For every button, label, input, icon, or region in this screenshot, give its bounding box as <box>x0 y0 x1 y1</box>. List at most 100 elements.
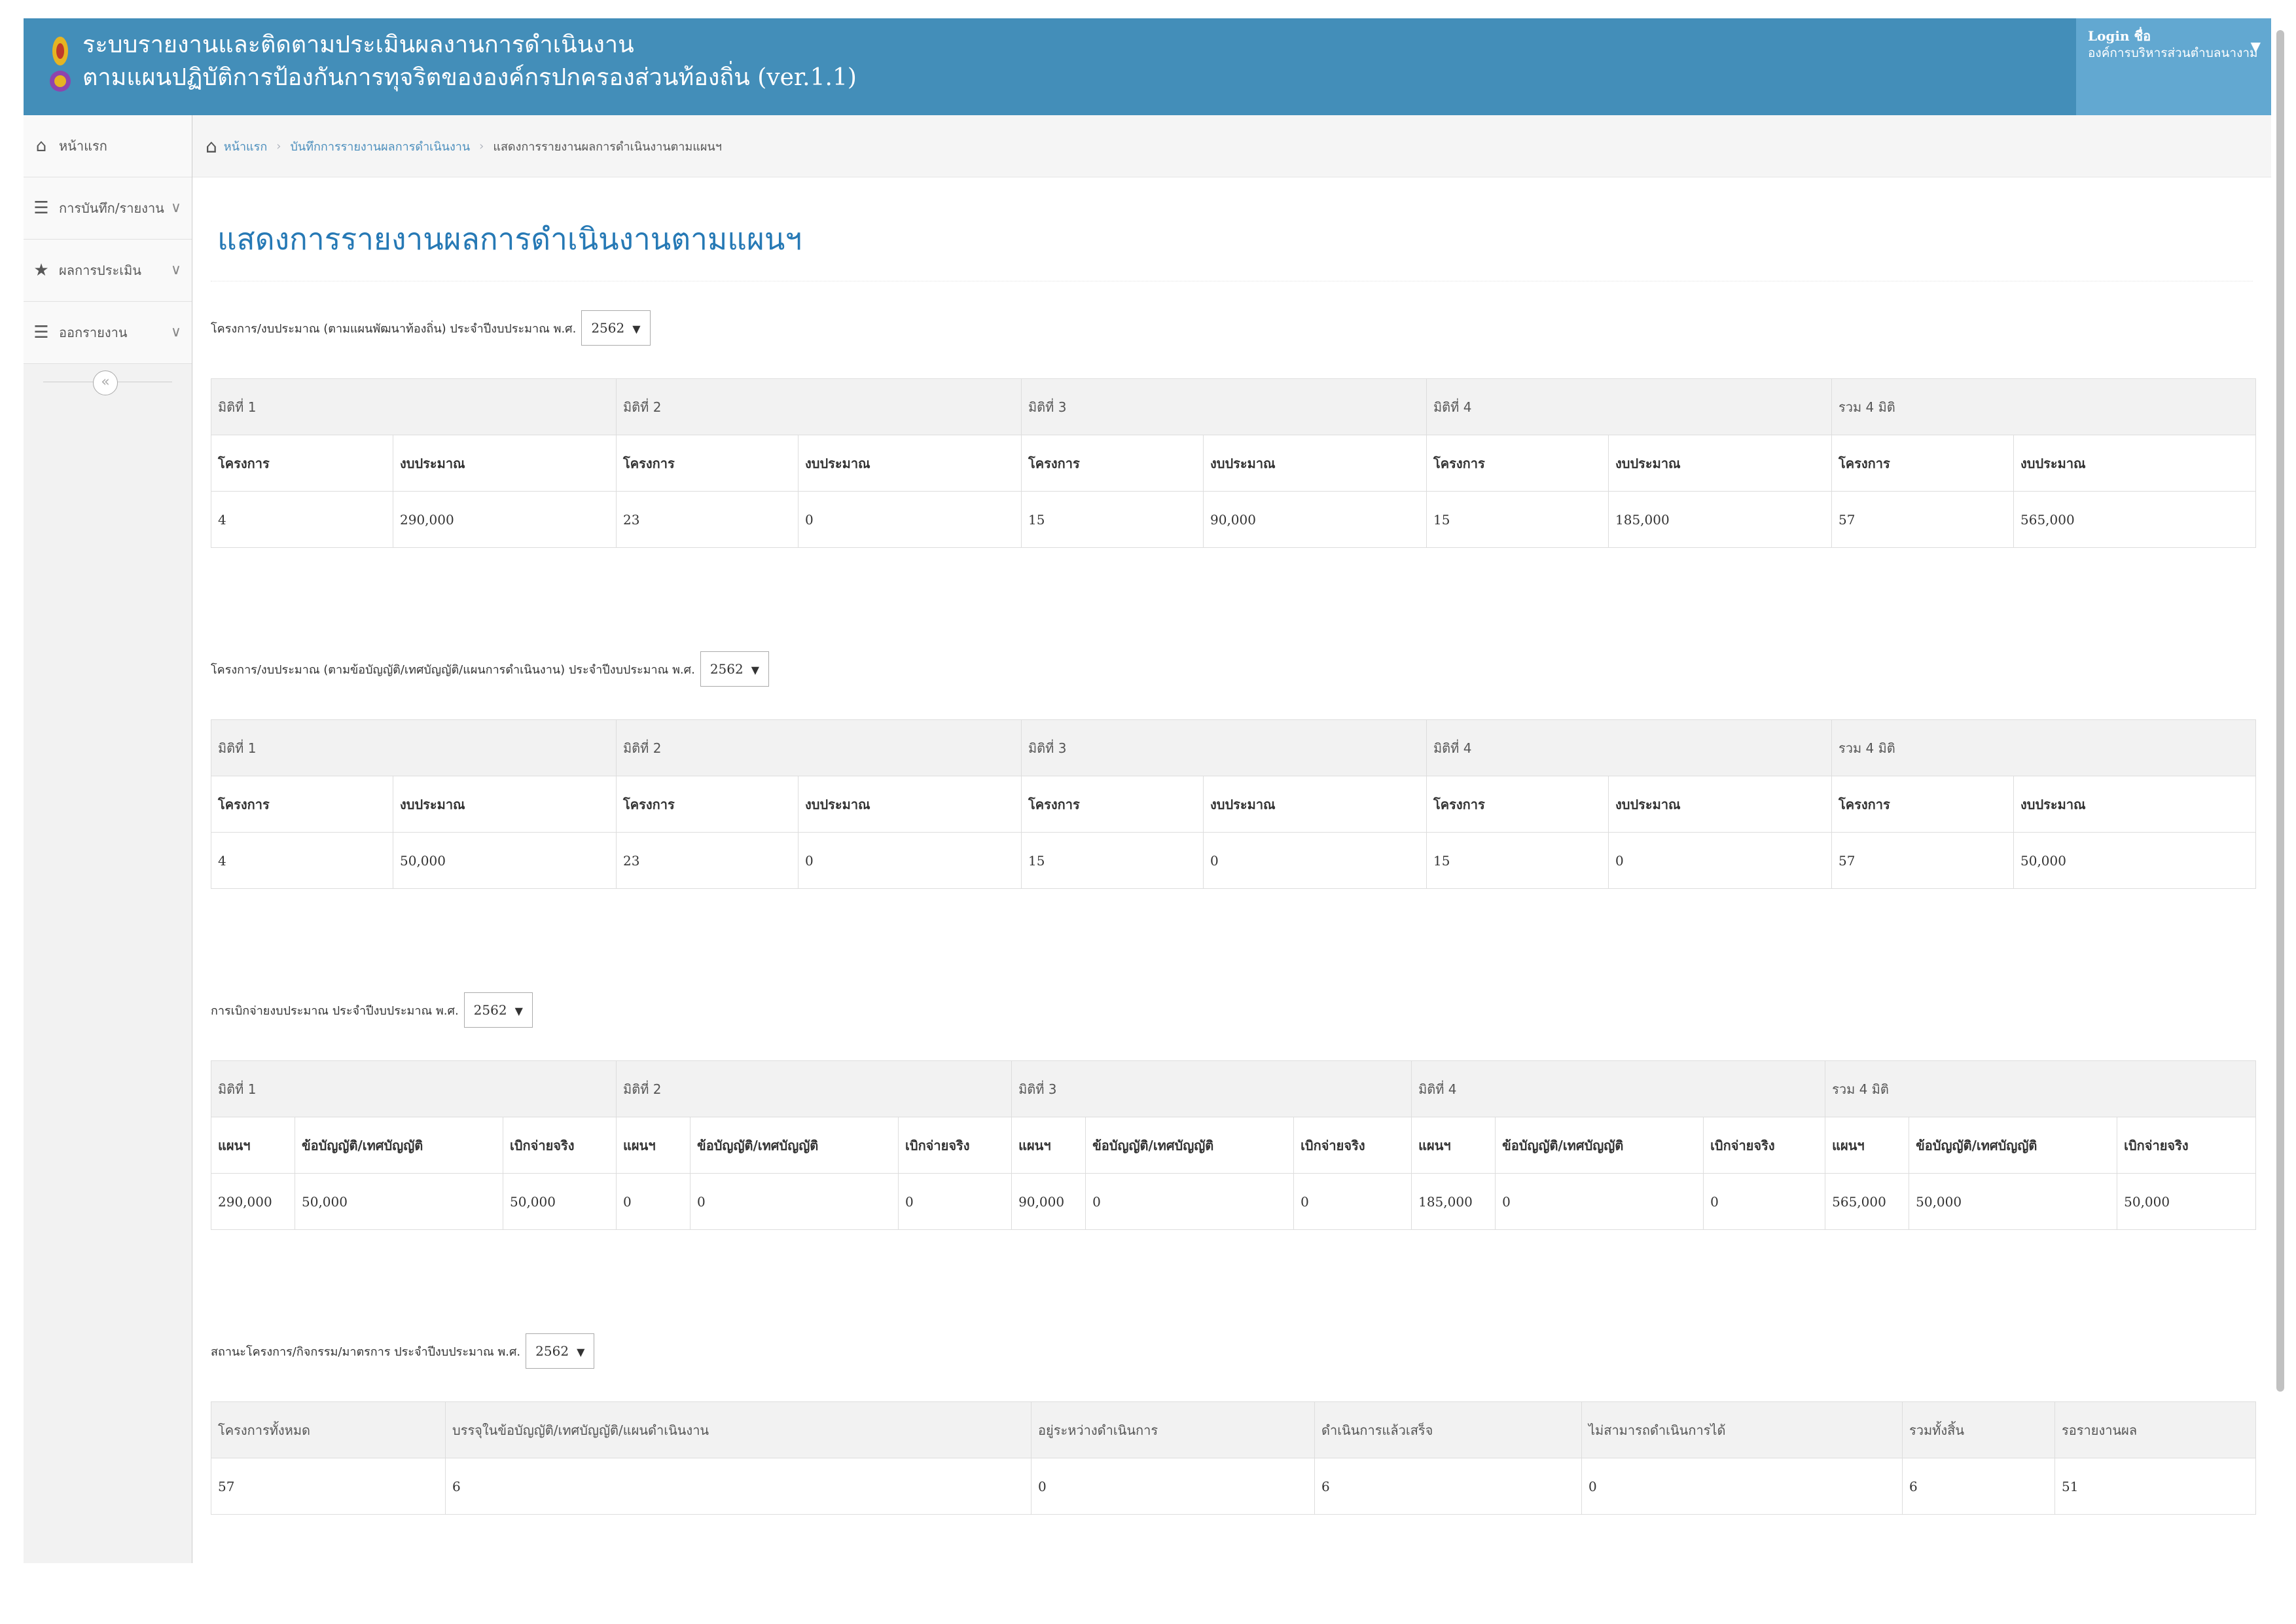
header-cell: ข้อบัญญัติ/เทศบัญญัติ <box>295 1117 503 1174</box>
table-group-row: มิติที่ 1 มิติที่ 2 มิติที่ 3 มิติที่ 4 … <box>210 1060 2257 1117</box>
table-cell: 15 <box>1021 832 1204 889</box>
breadcrumb-records-link[interactable]: บันทึกการรายงานผลการดำเนินงาน <box>290 139 471 154</box>
breadcrumb: ⌂ หน้าแรก › บันทึกการรายงานผลการดำเนินงา… <box>192 115 2271 177</box>
table-header-row: โครงการทั้งหมด บรรจุในข้อบัญญัติ/เทศบัญญ… <box>211 1401 2256 1458</box>
table-header-row: แผนฯ ข้อบัญญัติ/เทศบัญญัติ เบิกจ่ายจริง … <box>211 1117 2257 1174</box>
list-icon: ☰ <box>33 323 49 342</box>
app-title[interactable]: ระบบรายงานและติดตามประเมินผลงานการดำเนิน… <box>82 29 857 94</box>
group-cell: มิติที่ 4 <box>1411 1060 1826 1117</box>
section3-table: มิติที่ 1 มิติที่ 2 มิติที่ 3 มิติที่ 4 … <box>210 1060 2257 1230</box>
table-cell: 185,000 <box>1411 1173 1496 1230</box>
header-cell: งบประมาณ <box>2013 435 2256 492</box>
table-cell: 0 <box>798 491 1022 548</box>
header-cell: โครงการ <box>211 776 393 833</box>
section4-year-select[interactable]: 2562 ▼ <box>526 1333 595 1369</box>
table-cell: 15 <box>1426 832 1609 889</box>
header-cell: ข้อบัญญัติ/เทศบัญญัติ <box>1495 1117 1704 1174</box>
sidebar-collapse-button[interactable]: « <box>93 370 118 395</box>
table-cell: 0 <box>1085 1173 1295 1230</box>
table-cell: 51 <box>2054 1458 2256 1515</box>
section4-table: โครงการทั้งหมด บรรจุในข้อบัญญัติ/เทศบัญญ… <box>211 1401 2256 1515</box>
sidebar-collapse-row: « <box>24 364 192 401</box>
header-cell: โครงการ <box>1831 435 2014 492</box>
table-cell: 50,000 <box>393 832 617 889</box>
header-cell: ข้อบัญญัติ/เทศบัญญัติ <box>1909 1117 2118 1174</box>
table-row: 290,000 50,000 50,000 0 0 0 90,000 0 0 1… <box>211 1173 2257 1230</box>
table-cell: 50,000 <box>1909 1173 2118 1230</box>
breadcrumb-separator: › <box>479 139 484 153</box>
app-title-line2: ตามแผนปฏิบัติการป้องกันการทุจริตขององค์ก… <box>82 64 857 91</box>
table-cell: 0 <box>1703 1173 1826 1230</box>
section1-year-select[interactable]: 2562 ▼ <box>581 310 651 346</box>
group-cell: มิติที่ 4 <box>1426 719 1832 776</box>
table-cell: 57 <box>1831 491 2014 548</box>
header-cell: แผนฯ <box>1011 1117 1086 1174</box>
header-cell: แผนฯ <box>616 1117 691 1174</box>
section3-label: การเบิกจ่ายงบประมาณ ประจำปีงบประมาณ พ.ศ. <box>211 1003 459 1018</box>
table-cell: 0 <box>898 1173 1013 1230</box>
table-cell: 50,000 <box>502 1173 617 1230</box>
group-cell: รวม 4 มิติ <box>1825 1060 2257 1117</box>
table-group-row: มิติที่ 1 มิติที่ 2 มิติที่ 3 มิติที่ 4 … <box>211 378 2256 435</box>
table-cell: 6 <box>445 1458 1031 1515</box>
breadcrumb-current: แสดงการรายงานผลการดำเนินงานตามแผนฯ <box>493 139 722 154</box>
home-icon: ⌂ <box>35 136 47 156</box>
header-cell: แผนฯ <box>211 1117 295 1174</box>
header-cell: บรรจุในข้อบัญญัติ/เทศบัญญัติ/แผนดำเนินงา… <box>445 1401 1031 1458</box>
agency-emblem-icon <box>50 37 71 92</box>
table-cell: 50,000 <box>2013 832 2256 889</box>
breadcrumb-home-link[interactable]: หน้าแรก <box>223 139 268 154</box>
section4-label: สถานะโครงการ/กิจกรรม/มาตรการ ประจำปีงบปร… <box>211 1344 521 1359</box>
table-row: 57 6 0 6 0 6 51 <box>211 1458 2256 1515</box>
header-cell: งบประมาณ <box>798 435 1022 492</box>
header-cell: งบประมาณ <box>2013 776 2256 833</box>
header-cell: เบิกจ่ายจริง <box>2117 1117 2257 1174</box>
table-cell: 290,000 <box>393 491 617 548</box>
section2-label: โครงการ/งบประมาณ (ตามข้อบัญญัติ/เทศบัญญั… <box>211 662 695 677</box>
header-cell: งบประมาณ <box>1608 776 1832 833</box>
user-name: Login ชื่อ <box>2088 28 2151 44</box>
table-cell: 4 <box>211 832 393 889</box>
section2-year-select[interactable]: 2562 ▼ <box>700 651 770 687</box>
sidebar-item-evaluation[interactable]: ★ ผลการประเมิน ∨ <box>24 240 192 302</box>
group-cell: รวม 4 มิติ <box>1831 378 2256 435</box>
table-group-row: มิติที่ 1 มิติที่ 2 มิติที่ 3 มิติที่ 4 … <box>211 719 2256 776</box>
user-org: องค์การบริหารส่วนตำบลนางาม <box>2088 46 2258 60</box>
header-cell: โครงการทั้งหมด <box>211 1401 446 1458</box>
header-cell: เบิกจ่ายจริง <box>1293 1117 1412 1174</box>
section3-filter: การเบิกจ่ายงบประมาณ ประจำปีงบประมาณ พ.ศ.… <box>211 991 2253 1029</box>
chevron-down-icon: ∨ <box>170 200 181 216</box>
header-cell: โครงการ <box>1831 776 2014 833</box>
header-cell: แผนฯ <box>1825 1117 1910 1174</box>
table-cell: 0 <box>616 1173 691 1230</box>
table-row: 4 50,000 23 0 15 0 15 0 57 50,000 <box>211 832 2256 889</box>
sidebar-item-label: ผลการประเมิน <box>59 262 141 278</box>
group-cell: มิติที่ 2 <box>616 378 1022 435</box>
group-cell: รวม 4 มิติ <box>1831 719 2256 776</box>
page-title: แสดงการรายงานผลการดำเนินงานตามแผนฯ <box>217 221 802 257</box>
group-cell: มิติที่ 1 <box>211 719 617 776</box>
table-cell: 57 <box>211 1458 446 1515</box>
main-content: แสดงการรายงานผลการดำเนินงานตามแผนฯ โครงก… <box>210 177 2257 1515</box>
header-cell: งบประมาณ <box>1203 776 1427 833</box>
table-cell: 50,000 <box>2117 1173 2257 1230</box>
app-frame: ระบบรายงานและติดตามประเมินผลงานการดำเนิน… <box>24 18 2271 1563</box>
header-cell: เบิกจ่ายจริง <box>898 1117 1013 1174</box>
section1-year-value: 2562 <box>591 320 625 336</box>
table-header-row: โครงการ งบประมาณ โครงการ งบประมาณ โครงกา… <box>211 776 2256 833</box>
sidebar-item-records[interactable]: ☰ การบันทึก/รายงาน ∨ <box>24 177 192 240</box>
section2-filter: โครงการ/งบประมาณ (ตามข้อบัญญัติ/เทศบัญญั… <box>211 650 2253 688</box>
home-icon: ⌂ <box>206 135 217 157</box>
sidebar-item-label: ออกรายงาน <box>59 325 128 340</box>
table-cell: 23 <box>616 832 798 889</box>
header-cell: แผนฯ <box>1411 1117 1496 1174</box>
sidebar-item-reports[interactable]: ☰ ออกรายงาน ∨ <box>24 302 192 364</box>
section3-year-select[interactable]: 2562 ▼ <box>463 992 533 1028</box>
sidebar-item-home[interactable]: ⌂ หน้าแรก <box>24 115 192 177</box>
group-cell: มิติที่ 1 <box>211 378 617 435</box>
section3-year-value: 2562 <box>473 1002 507 1018</box>
group-cell: มิติที่ 1 <box>210 1060 617 1117</box>
page-scrollbar[interactable] <box>2276 30 2284 1392</box>
section4-year-value: 2562 <box>535 1343 569 1359</box>
user-menu[interactable]: Login ชื่อ องค์การบริหารส่วนตำบลนางาม ▼ <box>2076 18 2271 115</box>
